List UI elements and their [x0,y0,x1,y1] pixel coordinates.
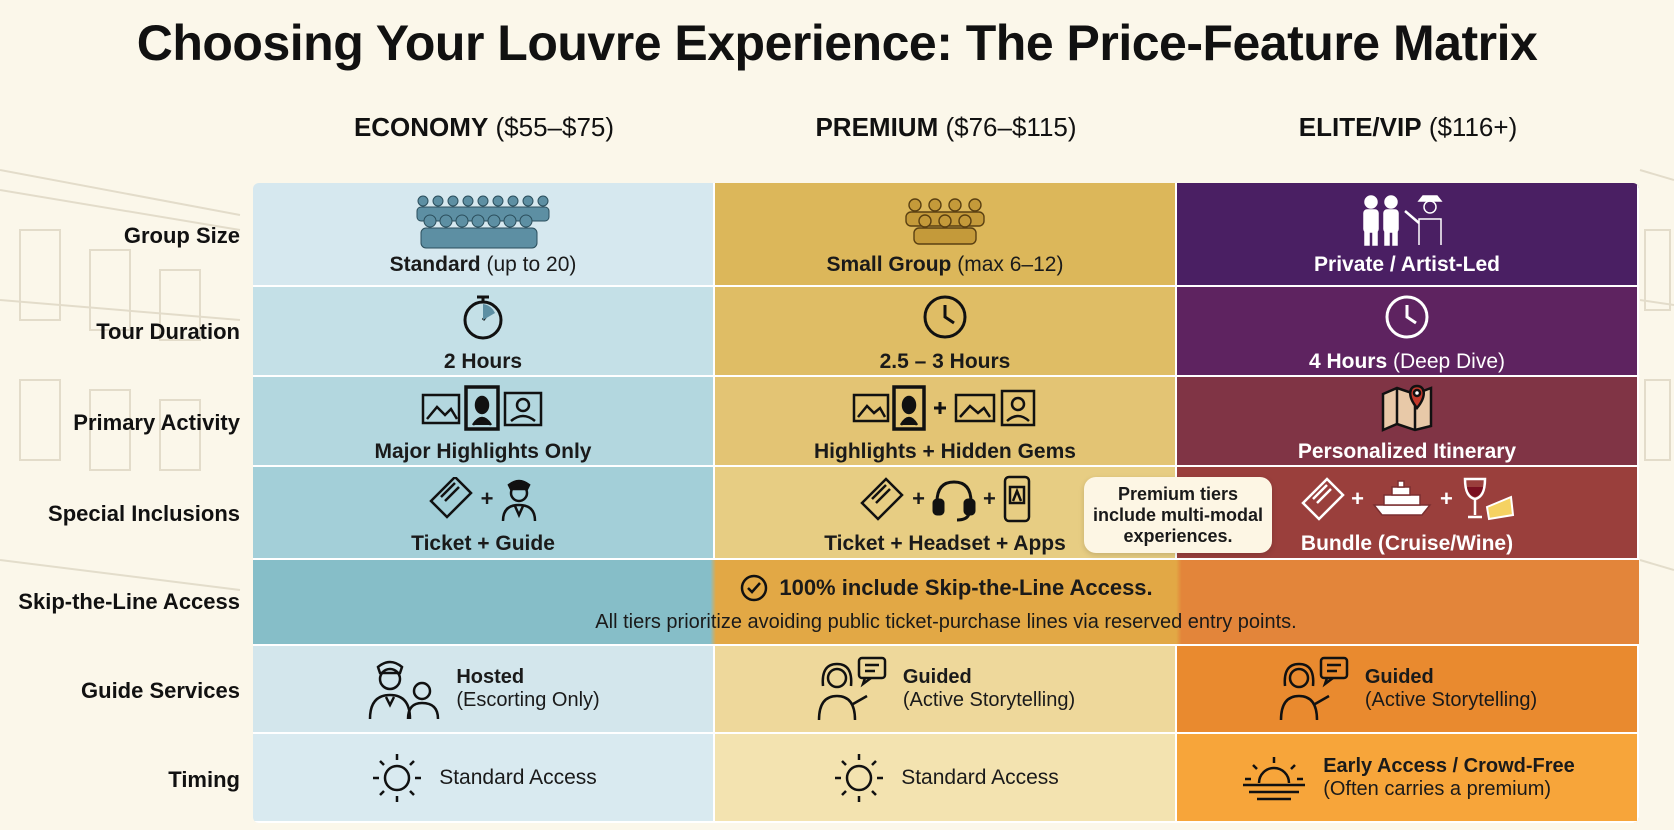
row-label-group-size: Group Size [123,223,240,248]
guide-services-text: Guided (Active Storytelling) [902,666,1076,711]
tier-name: ECONOMY [353,112,489,142]
plus-sign: + [1351,485,1364,511]
tier-name: PREMIUM [815,112,939,142]
timing-text: Standard Access [901,765,1059,789]
row-label-skip-the-line: Skip-the-Line Access [18,589,240,614]
headset-icon [932,479,976,521]
ticket-icon [1301,476,1345,521]
cell-economy-activity: Major Highlights Only [253,377,715,467]
clock-icon [1383,288,1431,346]
map-pin-icon [1381,378,1433,436]
sunrise-icon [1243,756,1306,800]
timing-text: Early Access / Crowd-Free (Often carries … [1323,754,1575,800]
cell-elite-activity: Personalized Itinerary [1177,377,1639,467]
ticket-icon [428,476,473,519]
ticket-icon [860,476,904,521]
cell-elite-guide-services: Guided (Active Storytelling) [1177,646,1639,734]
activity-text: Major Highlights Only [374,440,592,463]
guide-services-text: Hosted (Escorting Only) [456,666,600,711]
private-guide-icon [1357,191,1457,249]
cruise-ship-icon [1372,479,1432,516]
tier-range: ($76–$115) [945,112,1077,142]
stopwatch-icon [460,288,506,346]
inclusions-text: Ticket + Guide [411,531,555,555]
group-size-text: Standard (up to 20) [389,253,577,276]
duration-text: 2.5 – 3 Hours [879,350,1011,373]
premium-callout: Premium tiers include multi-modal experi… [1084,477,1272,553]
skip-main-text: 100% include Skip-the-Line Access. [779,574,1153,600]
row-label-guide-services: Guide Services [81,678,240,703]
cell-premium-activity: Highlights + Hidden Gems [715,377,1177,467]
sun-icon [373,753,422,802]
storyteller-guide-icon [1279,656,1349,721]
plus-sign: + [1440,485,1453,511]
sun-icon [835,753,884,802]
guide-person-icon [502,479,537,521]
timing-text: Standard Access [439,765,597,789]
plus-sign: + [983,485,996,511]
checkmark-circle-icon [741,574,768,601]
cell-elite-duration: 4 Hours (Deep Dive) [1177,287,1639,377]
row-label-timing: Timing [168,767,240,792]
activity-text: Highlights + Hidden Gems [814,440,1076,463]
cell-economy-duration: 2 Hours [253,287,715,377]
host-escort-icon [369,660,440,720]
cell-economy-timing: Standard Access [253,734,715,823]
cell-premium-guide-services: Guided (Active Storytelling) [715,646,1177,734]
inclusions-text: Ticket + Headset + Apps [824,531,1066,555]
artwork-frames-plus-icon [852,378,1038,436]
skip-the-line-band [253,560,1639,646]
row-label-special-inclusions: Special Inclusions [48,501,240,526]
cell-elite-group-size: Private / Artist-Led [1177,183,1639,287]
artwork-frames-icon [421,378,545,436]
smartphone-icon [1003,475,1031,522]
row-label-primary-activity: Primary Activity [73,410,240,435]
cell-economy-inclusions: + Ticket + Guide [253,467,715,560]
duration-text: 4 Hours (Deep Dive) [1308,350,1506,373]
skip-the-line-message: 100% include Skip-the-Line Access. All t… [253,560,1639,646]
tier-header-elite: ELITE/VIP ($116+) [1177,112,1639,152]
guide-services-text: Guided (Active Storytelling) [1364,666,1538,711]
cell-economy-guide-services: Hosted (Escorting Only) [253,646,715,734]
clock-icon [921,288,969,346]
cell-premium-group-size: Small Group (max 6–12) [715,183,1177,287]
skip-sub-text: All tiers prioritize avoiding public tic… [595,610,1297,633]
row-label-tour-duration: Tour Duration [96,319,240,344]
wine-cheese-icon [1463,477,1514,520]
page-title: Choosing Your Louvre Experience: The Pri… [136,15,1538,71]
tier-header-economy: ECONOMY ($55–$75) [253,112,715,152]
cell-economy-group-size: Standard (up to 20) [253,183,715,287]
cell-elite-timing: Early Access / Crowd-Free (Often carries … [1177,734,1639,823]
group-size-text: Private / Artist-Led [1314,253,1500,276]
tier-header-premium: PREMIUM ($76–$115) [715,112,1177,152]
tier-range: ($116+) [1428,112,1518,142]
group-size-text: Small Group (max 6–12) [826,253,1064,276]
matrix-grid: Standard (up to 20) Small Group (max 6–1… [253,183,1639,823]
small-group-icon [900,191,990,249]
activity-text: Personalized Itinerary [1297,440,1517,463]
inclusions-text: Bundle (Cruise/Wine) [1300,531,1514,555]
plus-sign: + [480,485,494,511]
tier-range: ($55–$75) [495,112,615,142]
crowd-icon [413,191,553,249]
cell-premium-duration: 2.5 – 3 Hours [715,287,1177,377]
duration-text: 2 Hours [443,350,523,373]
tier-name: ELITE/VIP [1298,112,1422,142]
storyteller-guide-icon [817,656,887,721]
cell-premium-timing: Standard Access [715,734,1177,823]
plus-sign: + [912,485,925,511]
